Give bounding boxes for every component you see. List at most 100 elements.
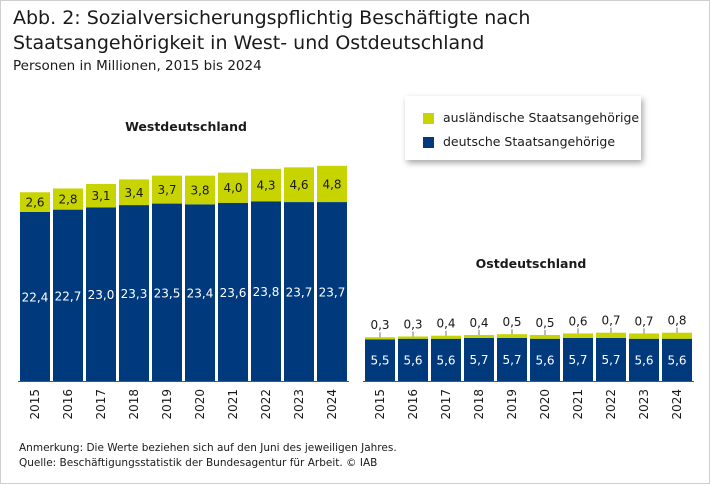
- tick-label-west-2017: 2017: [94, 389, 108, 420]
- tick-label-ost-2022: 2022: [604, 389, 618, 420]
- bar-german-ost-2019: [497, 337, 527, 381]
- bar-foreign-ost-2020: [530, 334, 560, 339]
- bar-foreign-ost-2021: [563, 333, 593, 338]
- bar-german-west-2020: [185, 204, 215, 381]
- bar-german-west-2022: [251, 201, 281, 381]
- tick-label-ost-2021: 2021: [571, 389, 585, 420]
- label-german-west-2020: 23,4: [187, 287, 214, 301]
- label-foreign-ost-2015: 0,3: [370, 318, 389, 332]
- bar-german-ost-2021: [563, 337, 593, 381]
- tick-label-ost-2019: 2019: [505, 389, 519, 420]
- bar-german-west-2015: [20, 211, 50, 381]
- footnote-remark: Anmerkung: Die Werte beziehen sich auf d…: [19, 442, 397, 454]
- legend-label-foreign: ausländische Staatsangehörige: [443, 110, 640, 125]
- label-german-west-2019: 23,5: [154, 286, 181, 300]
- bar-german-ost-2018: [464, 337, 494, 381]
- legend: ausländische Staatsangehörige deutsche S…: [405, 96, 641, 160]
- label-foreign-ost-2017: 0,4: [436, 317, 455, 331]
- label-german-ost-2016: 5,6: [403, 353, 422, 367]
- label-foreign-ost-2021: 0,6: [568, 314, 587, 328]
- bar-german-west-2023: [284, 202, 314, 381]
- label-foreign-west-2023: 4,6: [289, 178, 308, 192]
- label-german-ost-2022: 5,7: [601, 353, 620, 367]
- legend-swatch-foreign: [423, 113, 434, 124]
- panel-title-ost: Ostdeutschland: [476, 256, 587, 271]
- label-foreign-west-2017: 3,1: [91, 189, 110, 203]
- label-german-ost-2020: 5,6: [535, 353, 554, 367]
- label-foreign-ost-2020: 0,5: [535, 316, 554, 330]
- label-german-west-2024: 23,7: [319, 286, 346, 300]
- bar-german-ost-2017: [431, 338, 461, 381]
- label-german-ost-2018: 5,7: [469, 353, 488, 367]
- tick-label-ost-2024: 2024: [670, 389, 684, 420]
- bar-german-west-2021: [218, 202, 248, 381]
- bar-foreign-ost-2024: [662, 332, 692, 339]
- label-german-ost-2017: 5,6: [436, 353, 455, 367]
- bar-foreign-west-2018: [119, 179, 149, 206]
- bar-foreign-west-2020: [185, 175, 215, 205]
- label-foreign-west-2024: 4,8: [322, 177, 341, 191]
- legend-swatch-german: [423, 137, 434, 148]
- bar-foreign-ost-2019: [497, 334, 527, 338]
- bar-foreign-ost-2018: [464, 334, 494, 338]
- bar-foreign-ost-2015: [365, 337, 395, 340]
- tick-label-ost-2017: 2017: [439, 389, 453, 420]
- bar-foreign-ost-2023: [629, 333, 659, 339]
- tick-label-west-2015: 2015: [28, 389, 42, 420]
- tick-label-ost-2023: 2023: [637, 389, 651, 420]
- label-foreign-west-2015: 2,6: [25, 196, 44, 210]
- label-german-ost-2021: 5,7: [568, 353, 587, 367]
- bar-german-ost-2022: [596, 337, 626, 381]
- bar-german-west-2024: [317, 202, 347, 381]
- bar-german-ost-2016: [398, 338, 428, 381]
- label-foreign-west-2020: 3,8: [190, 183, 209, 197]
- tick-label-west-2023: 2023: [292, 389, 306, 420]
- label-german-west-2022: 23,8: [253, 285, 280, 299]
- bar-foreign-west-2022: [251, 168, 281, 202]
- tick-label-west-2018: 2018: [127, 389, 141, 420]
- label-german-west-2021: 23,6: [220, 286, 247, 300]
- bar-german-west-2016: [53, 209, 83, 381]
- chart-title: Abb. 2: Sozialversicherungspflichtig Bes…: [13, 7, 531, 54]
- bar-german-ost-2015: [365, 339, 395, 381]
- tick-label-ost-2020: 2020: [538, 389, 552, 420]
- bar-foreign-west-2019: [152, 175, 182, 204]
- label-foreign-ost-2024: 0,8: [667, 314, 686, 328]
- label-foreign-west-2016: 2,8: [58, 193, 77, 207]
- bar-german-ost-2023: [629, 338, 659, 381]
- bar-foreign-ost-2016: [398, 336, 428, 339]
- label-foreign-ost-2019: 0,5: [502, 315, 521, 329]
- label-german-west-2015: 22,4: [22, 290, 49, 304]
- label-foreign-ost-2023: 0,7: [634, 314, 653, 328]
- tick-label-west-2019: 2019: [160, 389, 174, 420]
- label-german-ost-2023: 5,6: [634, 353, 653, 367]
- label-german-ost-2024: 5,6: [667, 353, 686, 367]
- panel-title-west: Westdeutschland: [125, 119, 247, 134]
- label-foreign-ost-2016: 0,3: [403, 317, 422, 331]
- bar-foreign-west-2024: [317, 165, 347, 203]
- tick-label-west-2021: 2021: [226, 389, 240, 420]
- label-foreign-ost-2018: 0,4: [469, 316, 488, 330]
- label-german-west-2023: 23,7: [286, 286, 313, 300]
- legend-label-german: deutsche Staatsangehörige: [443, 134, 616, 149]
- bar-foreign-ost-2017: [431, 335, 461, 339]
- bar-foreign-west-2017: [86, 183, 116, 208]
- label-german-ost-2015: 5,5: [370, 354, 389, 368]
- chart-subtitle: Personen in Millionen, 2015 bis 2024: [13, 58, 262, 74]
- label-german-west-2018: 23,3: [121, 287, 148, 301]
- label-foreign-ost-2022: 0,7: [601, 314, 620, 328]
- bar-foreign-west-2016: [53, 188, 83, 210]
- label-foreign-west-2022: 4,3: [256, 179, 275, 193]
- footnote-source: Quelle: Beschäftigungsstatistik der Bund…: [19, 457, 378, 469]
- bar-german-ost-2020: [530, 338, 560, 381]
- label-german-ost-2019: 5,7: [502, 353, 521, 367]
- bar-german-west-2017: [86, 207, 116, 381]
- tick-label-west-2022: 2022: [259, 389, 273, 420]
- bar-foreign-ost-2022: [596, 332, 626, 338]
- bar-german-ost-2024: [662, 338, 692, 381]
- tick-label-west-2020: 2020: [193, 389, 207, 420]
- bar-german-west-2018: [119, 205, 149, 381]
- bar-german-west-2019: [152, 203, 182, 381]
- bar-foreign-west-2023: [284, 167, 314, 203]
